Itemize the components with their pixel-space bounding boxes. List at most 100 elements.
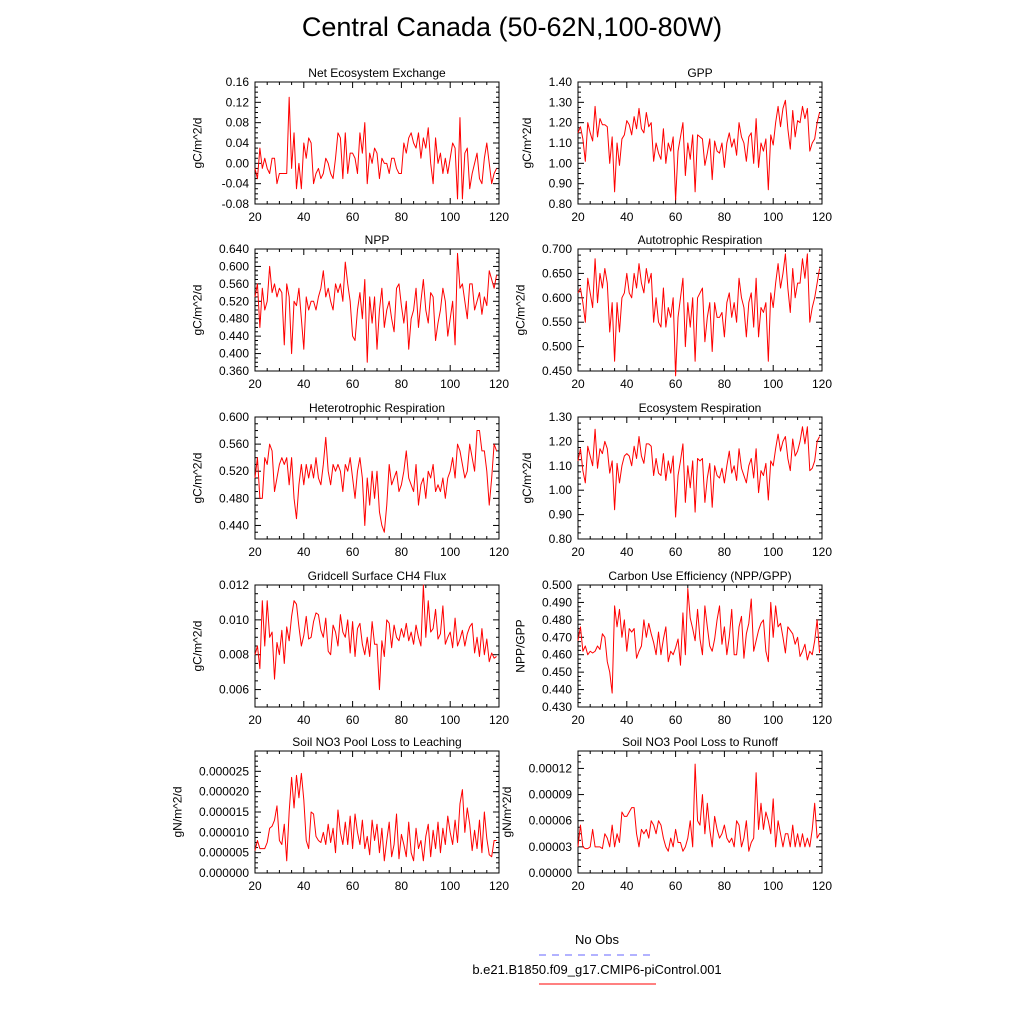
x-tick-label: 80 — [395, 713, 409, 727]
x-tick-label: 60 — [346, 210, 360, 224]
y-tick-label: 0.560 — [219, 277, 249, 291]
y-tick-label: 0.00 — [226, 156, 250, 170]
y-axis-label: gC/m^2/d — [191, 621, 205, 672]
plot-frame — [577, 750, 823, 874]
x-tick-label: 20 — [248, 377, 262, 391]
legend-model-label: b.e21.B1850.f09_g17.CMIP6-piControl.001 — [472, 962, 722, 977]
y-tick-label: 0.00006 — [529, 814, 573, 828]
x-tick-label: 120 — [489, 713, 509, 727]
panel-title: Carbon Use Efficiency (NPP/GPP) — [608, 569, 791, 583]
y-tick-label: 0.010 — [219, 613, 249, 627]
y-tick-label: 0.450 — [542, 364, 572, 378]
x-tick-label: 20 — [571, 545, 585, 559]
panel-title: Soil NO3 Pool Loss to Leaching — [292, 735, 461, 749]
y-tick-label: 0.460 — [542, 648, 572, 662]
panel-title: GPP — [687, 66, 712, 80]
y-tick-label: 0.80 — [549, 197, 573, 211]
x-tick-label: 120 — [812, 210, 832, 224]
x-tick-label: 80 — [395, 377, 409, 391]
y-tick-label: 0.500 — [542, 578, 572, 592]
x-tick-label: 20 — [248, 879, 262, 893]
plot-frame — [254, 750, 500, 874]
y-tick-label: 0.480 — [219, 491, 249, 505]
y-tick-label: 0.440 — [542, 683, 572, 697]
series-line — [254, 252, 498, 363]
y-tick-label: 0.000000 — [199, 866, 249, 880]
y-tick-label: 0.12 — [226, 95, 250, 109]
legend — [539, 954, 656, 985]
y-axis-label: gC/m^2/d — [191, 118, 205, 169]
legend-no-obs-label: No Obs — [574, 932, 620, 947]
x-tick-label: 40 — [297, 713, 311, 727]
panel-title: Gridcell Surface CH4 Flux — [308, 569, 447, 583]
x-tick-label: 60 — [346, 545, 360, 559]
x-tick-label: 40 — [620, 545, 634, 559]
y-tick-label: 0.90 — [549, 177, 573, 191]
panel-8: Carbon Use Efficiency (NPP/GPP) 20 40 60 80 1… — [514, 569, 833, 727]
y-tick-label: 1.30 — [549, 95, 573, 109]
x-tick-label: 40 — [620, 713, 634, 727]
plot-frame — [577, 416, 823, 540]
y-tick-label: 0.000005 — [199, 846, 249, 860]
y-tick-label: 1.30 — [549, 410, 573, 424]
panel-title: Heterotrophic Respiration — [309, 401, 445, 415]
x-tick-label: 100 — [440, 879, 460, 893]
x-tick-label: 20 — [248, 713, 262, 727]
y-tick-label: 0.000010 — [199, 825, 249, 839]
x-tick-label: 60 — [669, 210, 683, 224]
y-axis-label: gC/m^2/d — [514, 285, 528, 336]
y-tick-label: 0.500 — [542, 340, 572, 354]
y-tick-label: 0.000015 — [199, 805, 249, 819]
x-tick-label: 60 — [346, 879, 360, 893]
x-tick-label: 100 — [763, 377, 783, 391]
y-tick-label: 1.00 — [549, 156, 573, 170]
y-tick-label: 0.00012 — [529, 761, 573, 775]
series-line — [577, 763, 820, 852]
y-tick-label: 0.440 — [219, 329, 249, 343]
x-tick-label: 120 — [489, 210, 509, 224]
x-tick-label: 80 — [395, 879, 409, 893]
y-tick-label: 0.430 — [542, 700, 572, 714]
x-tick-label: 40 — [620, 879, 634, 893]
panel-9: Soil NO3 Pool Loss to Leaching 20 40 60 80 10… — [170, 735, 509, 893]
y-tick-label: 0.480 — [219, 312, 249, 326]
legend-model: b.e21.B1850.f09_g17.CMIP6-piControl.001 — [440, 962, 754, 977]
y-tick-label: 1.20 — [549, 116, 573, 130]
x-tick-label: 120 — [489, 879, 509, 893]
panel-6: Ecosystem Respiration 20 40 60 80 100 120 0.80 0… — [520, 401, 832, 559]
panel-title: Soil NO3 Pool Loss to Runoff — [622, 735, 779, 749]
x-tick-label: 60 — [346, 713, 360, 727]
y-tick-label: 0.550 — [542, 315, 572, 329]
panel-5: Heterotrophic Respiration 20 40 60 80 100 120 0… — [191, 401, 510, 559]
y-tick-label: 0.470 — [542, 630, 572, 644]
x-tick-label: 60 — [669, 713, 683, 727]
y-tick-label: 0.560 — [219, 437, 249, 451]
panel-title: NPP — [365, 233, 390, 247]
panel-title: Autotrophic Respiration — [638, 233, 763, 247]
y-tick-label: 0.490 — [542, 595, 572, 609]
x-tick-label: 60 — [346, 377, 360, 391]
x-tick-label: 60 — [669, 545, 683, 559]
series-line — [577, 253, 821, 377]
y-axis-label: gC/m^2/d — [520, 453, 534, 504]
x-tick-label: 20 — [571, 713, 585, 727]
y-tick-label: -0.08 — [222, 197, 250, 211]
y-tick-label: 0.600 — [219, 410, 249, 424]
y-tick-label: 0.80 — [549, 532, 573, 546]
x-tick-label: 20 — [571, 210, 585, 224]
x-tick-label: 80 — [718, 377, 732, 391]
panel-3: NPP 20 40 60 80 100 120 0.360 0.400 0.440 0.480 0.5… — [191, 233, 510, 391]
x-tick-label: 40 — [297, 879, 311, 893]
y-tick-label: 1.20 — [549, 434, 573, 448]
x-tick-label: 120 — [489, 377, 509, 391]
y-tick-label: 1.00 — [549, 483, 573, 497]
x-tick-label: 20 — [571, 879, 585, 893]
y-tick-label: 0.000025 — [199, 764, 249, 778]
series-line — [577, 426, 821, 518]
series-line — [577, 99, 821, 201]
y-tick-label: 0.700 — [542, 242, 572, 256]
y-tick-label: 0.650 — [542, 266, 572, 280]
y-tick-label: 0.04 — [226, 136, 250, 150]
x-tick-label: 100 — [440, 210, 460, 224]
